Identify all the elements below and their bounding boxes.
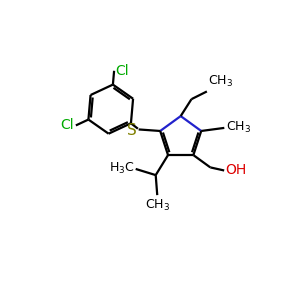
Text: OH: OH [226, 164, 247, 178]
Text: Cl: Cl [61, 118, 74, 132]
Text: S: S [127, 123, 137, 138]
Text: CH$_3$: CH$_3$ [226, 120, 251, 135]
Text: Cl: Cl [116, 64, 129, 78]
Text: CH$_3$: CH$_3$ [208, 74, 233, 89]
Text: H$_3$C: H$_3$C [109, 160, 134, 176]
Text: CH$_3$: CH$_3$ [145, 197, 170, 212]
